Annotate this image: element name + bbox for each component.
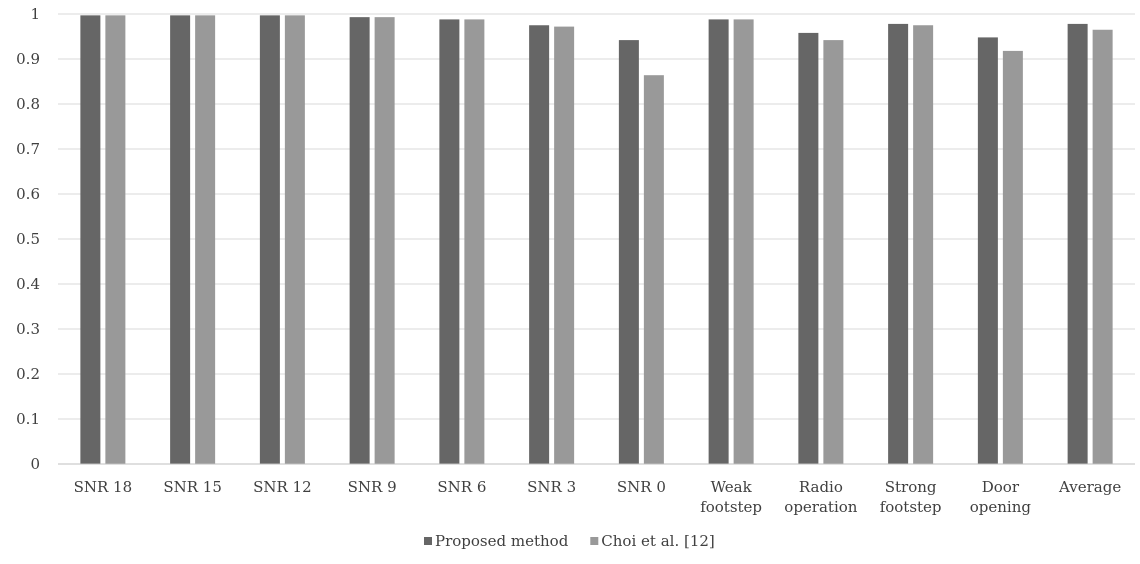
y-tick-label: 0.2 — [16, 365, 40, 383]
category-label: operation — [784, 498, 857, 516]
bar-choi — [1092, 29, 1113, 464]
y-tick-label: 0.6 — [16, 185, 40, 203]
legend-label: Choi et al. [12] — [601, 532, 714, 550]
category-label: SNR 15 — [163, 478, 222, 496]
bar-choi — [733, 19, 754, 465]
bar-choi — [105, 15, 126, 464]
category-label: Weak — [711, 478, 753, 496]
legend: Proposed method Choi et al. [12] — [424, 532, 715, 550]
bar-choi — [913, 25, 934, 464]
grid-lines — [58, 13, 1135, 420]
category-label: SNR 6 — [437, 478, 486, 496]
bar-proposed — [349, 17, 370, 465]
bar-proposed — [439, 19, 460, 465]
y-tick-label: 0.1 — [16, 410, 40, 428]
bars — [80, 15, 1113, 465]
y-tick-label: 0 — [30, 455, 40, 473]
category-label: SNR 3 — [527, 478, 576, 496]
bar-choi — [464, 19, 485, 465]
category-label: footstep — [700, 498, 762, 516]
legend-label: Proposed method — [435, 532, 569, 550]
bar-proposed — [708, 19, 729, 465]
y-tick-label: 0.8 — [16, 95, 40, 113]
bar-proposed — [888, 23, 909, 465]
legend-swatch — [424, 537, 432, 545]
y-tick-label: 0.9 — [16, 50, 40, 68]
category-label: Radio — [799, 478, 843, 496]
legend-swatch — [590, 537, 599, 545]
bar-proposed — [798, 32, 819, 465]
category-label: footstep — [880, 498, 942, 516]
y-tick-label: 0.4 — [16, 275, 40, 293]
y-tick-label: 0.7 — [16, 140, 40, 158]
category-label: opening — [970, 498, 1032, 516]
category-label: SNR 18 — [74, 478, 133, 496]
category-label: SNR 12 — [253, 478, 312, 496]
y-tick-label: 1 — [30, 5, 40, 23]
bar-proposed — [259, 15, 280, 464]
bar-choi — [554, 26, 575, 464]
y-tick-labels: 0 0.1 0.2 0.3 0.4 0.5 0.6 0.7 0.8 0.9 1 — [16, 5, 40, 473]
bar-choi — [374, 17, 395, 465]
bar-proposed — [170, 15, 191, 464]
y-tick-label: 0.3 — [16, 320, 40, 338]
bar-choi — [643, 75, 664, 464]
bar-proposed — [977, 37, 998, 465]
category-label: Strong — [885, 478, 937, 496]
bar-proposed — [529, 25, 550, 464]
category-label: Average — [1058, 478, 1121, 496]
category-label: SNR 0 — [617, 478, 666, 496]
y-tick-label: 0.5 — [16, 230, 40, 248]
bar-choi — [1002, 50, 1023, 465]
category-label: SNR 9 — [348, 478, 397, 496]
bar-proposed — [80, 15, 101, 464]
bar-proposed — [618, 40, 639, 464]
bar-proposed — [1067, 23, 1088, 465]
bar-choi — [284, 15, 305, 464]
bar-choi — [195, 15, 216, 464]
category-labels: SNR 18 SNR 15 SNR 12 SNR 9 SNR 6 SNR 3 SNR 0 We… — [74, 478, 1122, 516]
category-label: Door — [982, 478, 1020, 496]
bar-choi — [823, 40, 844, 464]
